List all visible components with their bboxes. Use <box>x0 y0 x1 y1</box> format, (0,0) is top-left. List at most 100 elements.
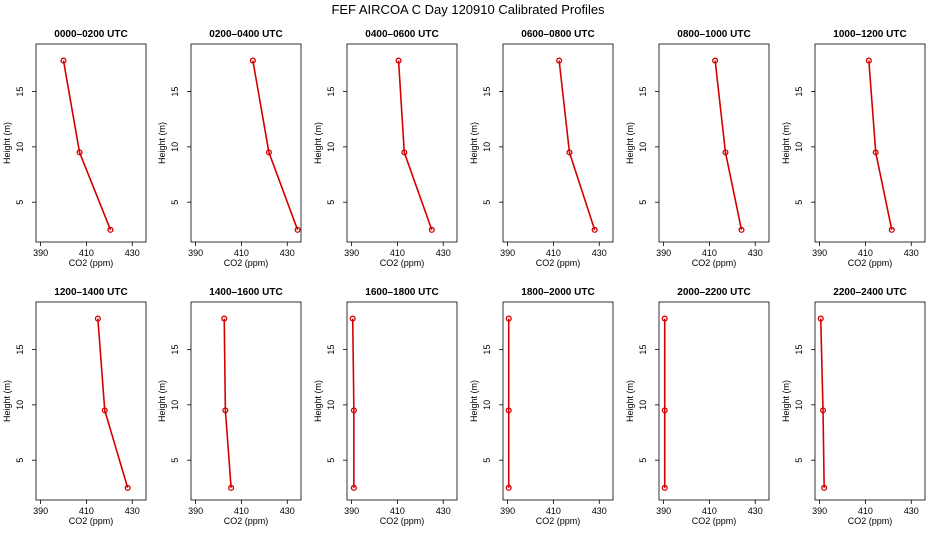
co2-profile-line <box>252 60 299 231</box>
x-axis-label: CO2 (ppm) <box>224 516 269 526</box>
data-point <box>294 226 301 233</box>
x-tick-label: 390 <box>656 248 671 258</box>
x-tick-label: 390 <box>656 506 671 516</box>
y-axis-label: Height (m) <box>313 122 323 164</box>
profile-panel: 0400–0600 UTC 390 410 430 5 10 15 CO2 (ppm) Heig… <box>313 29 458 268</box>
data-point <box>738 226 745 233</box>
y-tick-label: 15 <box>170 87 180 97</box>
x-tick-label: 410 <box>546 248 561 258</box>
y-tick-label: 10 <box>170 142 180 152</box>
y-tick-label: 10 <box>326 142 336 152</box>
x-tick-label: 410 <box>546 506 561 516</box>
y-tick-label: 15 <box>794 87 804 97</box>
data-point <box>350 484 357 491</box>
data-point <box>566 149 573 156</box>
y-axis-label: Height (m) <box>781 122 791 164</box>
x-tick-label: 410 <box>390 506 405 516</box>
x-tick-label: 430 <box>904 248 919 258</box>
co2-profile-line <box>97 318 129 489</box>
panel-grid: 0000–0200 UTC 390 410 430 5 10 15 CO2 (ppm) Heig… <box>2 29 926 526</box>
x-tick-label: 410 <box>234 248 249 258</box>
y-tick-label: 5 <box>794 458 804 463</box>
panel-title: 1800–2000 UTC <box>521 287 594 298</box>
panel-title: 2200–2400 UTC <box>833 287 906 298</box>
y-tick-label: 15 <box>482 87 492 97</box>
y-tick-label: 10 <box>638 400 648 410</box>
panel-title: 1200–1400 UTC <box>54 287 127 298</box>
y-tick-label: 15 <box>326 345 336 355</box>
x-axis-label: CO2 (ppm) <box>69 258 114 268</box>
y-tick-label: 5 <box>638 200 648 205</box>
y-tick-label: 15 <box>638 345 648 355</box>
panel-title: 2000–2200 UTC <box>677 287 750 298</box>
x-tick-label: 410 <box>234 506 249 516</box>
y-axis-label: Height (m) <box>157 122 167 164</box>
data-point <box>817 315 824 322</box>
x-axis-label: CO2 (ppm) <box>692 516 737 526</box>
y-tick-label: 15 <box>15 87 25 97</box>
data-point <box>505 315 512 322</box>
x-tick-label: 390 <box>344 248 359 258</box>
plot-frame <box>346 43 458 243</box>
panel-title: 0600–0800 UTC <box>521 29 594 40</box>
profile-panel: 1800–2000 UTC 390 410 430 5 10 15 CO2 (ppm) Heig… <box>469 287 614 526</box>
profile-panel: 2000–2200 UTC 390 410 430 5 10 15 CO2 (ppm) Heig… <box>625 287 770 526</box>
co2-profile-line <box>819 318 825 488</box>
x-tick-label: 390 <box>500 248 515 258</box>
y-tick-label: 15 <box>170 345 180 355</box>
data-point <box>722 149 729 156</box>
y-tick-label: 10 <box>482 142 492 152</box>
plot-frame <box>346 301 458 501</box>
y-tick-label: 10 <box>15 400 25 410</box>
plot-frame <box>502 43 614 243</box>
x-tick-label: 410 <box>390 248 405 258</box>
x-tick-label: 430 <box>748 248 763 258</box>
data-point <box>505 407 512 414</box>
x-tick-label: 430 <box>592 248 607 258</box>
plot-frame <box>35 43 147 243</box>
x-tick-label: 390 <box>500 506 515 516</box>
co2-profile-line <box>714 60 743 230</box>
data-point <box>505 484 512 491</box>
x-tick-label: 430 <box>748 506 763 516</box>
data-point <box>222 407 229 414</box>
data-point <box>712 57 719 64</box>
co2-profile-line <box>223 318 232 488</box>
data-point <box>661 407 668 414</box>
co2-profile-line <box>868 60 893 230</box>
figure-title: FEF AIRCOA C Day 120910 Calibrated Profi… <box>331 2 605 17</box>
y-axis-label: Height (m) <box>469 122 479 164</box>
panel-title: 0000–0200 UTC <box>54 29 127 40</box>
x-axis-label: CO2 (ppm) <box>536 516 581 526</box>
data-point <box>865 57 872 64</box>
y-tick-label: 10 <box>794 142 804 152</box>
y-axis-label: Height (m) <box>157 380 167 422</box>
x-tick-label: 430 <box>125 248 140 258</box>
y-tick-label: 15 <box>794 345 804 355</box>
x-tick-label: 390 <box>33 506 48 516</box>
data-point <box>265 149 272 156</box>
y-axis-label: Height (m) <box>2 380 12 422</box>
plot-frame <box>190 43 302 243</box>
y-axis-label: Height (m) <box>2 122 12 164</box>
y-tick-label: 5 <box>326 200 336 205</box>
data-point <box>221 315 228 322</box>
y-tick-label: 5 <box>326 458 336 463</box>
profile-panel: 1200–1400 UTC 390 410 430 5 10 15 CO2 (ppm) Heig… <box>2 287 147 526</box>
x-tick-label: 430 <box>436 506 451 516</box>
profile-panel: 0600–0800 UTC 390 410 430 5 10 15 CO2 (ppm) Heig… <box>469 29 614 268</box>
x-axis-label: CO2 (ppm) <box>224 258 269 268</box>
profile-panel: 1400–1600 UTC 390 410 430 5 10 15 CO2 (ppm) Heig… <box>157 287 302 526</box>
data-point <box>76 149 83 156</box>
y-tick-label: 5 <box>638 458 648 463</box>
profile-panel: 1600–1800 UTC 390 410 430 5 10 15 CO2 (ppm) Heig… <box>313 287 458 526</box>
data-point <box>556 57 563 64</box>
data-point <box>661 484 668 491</box>
x-tick-label: 430 <box>904 506 919 516</box>
plot-frame <box>190 301 302 501</box>
x-axis-label: CO2 (ppm) <box>536 258 581 268</box>
x-axis-label: CO2 (ppm) <box>848 516 893 526</box>
data-point <box>349 315 356 322</box>
data-point <box>107 226 114 233</box>
y-tick-label: 10 <box>326 400 336 410</box>
